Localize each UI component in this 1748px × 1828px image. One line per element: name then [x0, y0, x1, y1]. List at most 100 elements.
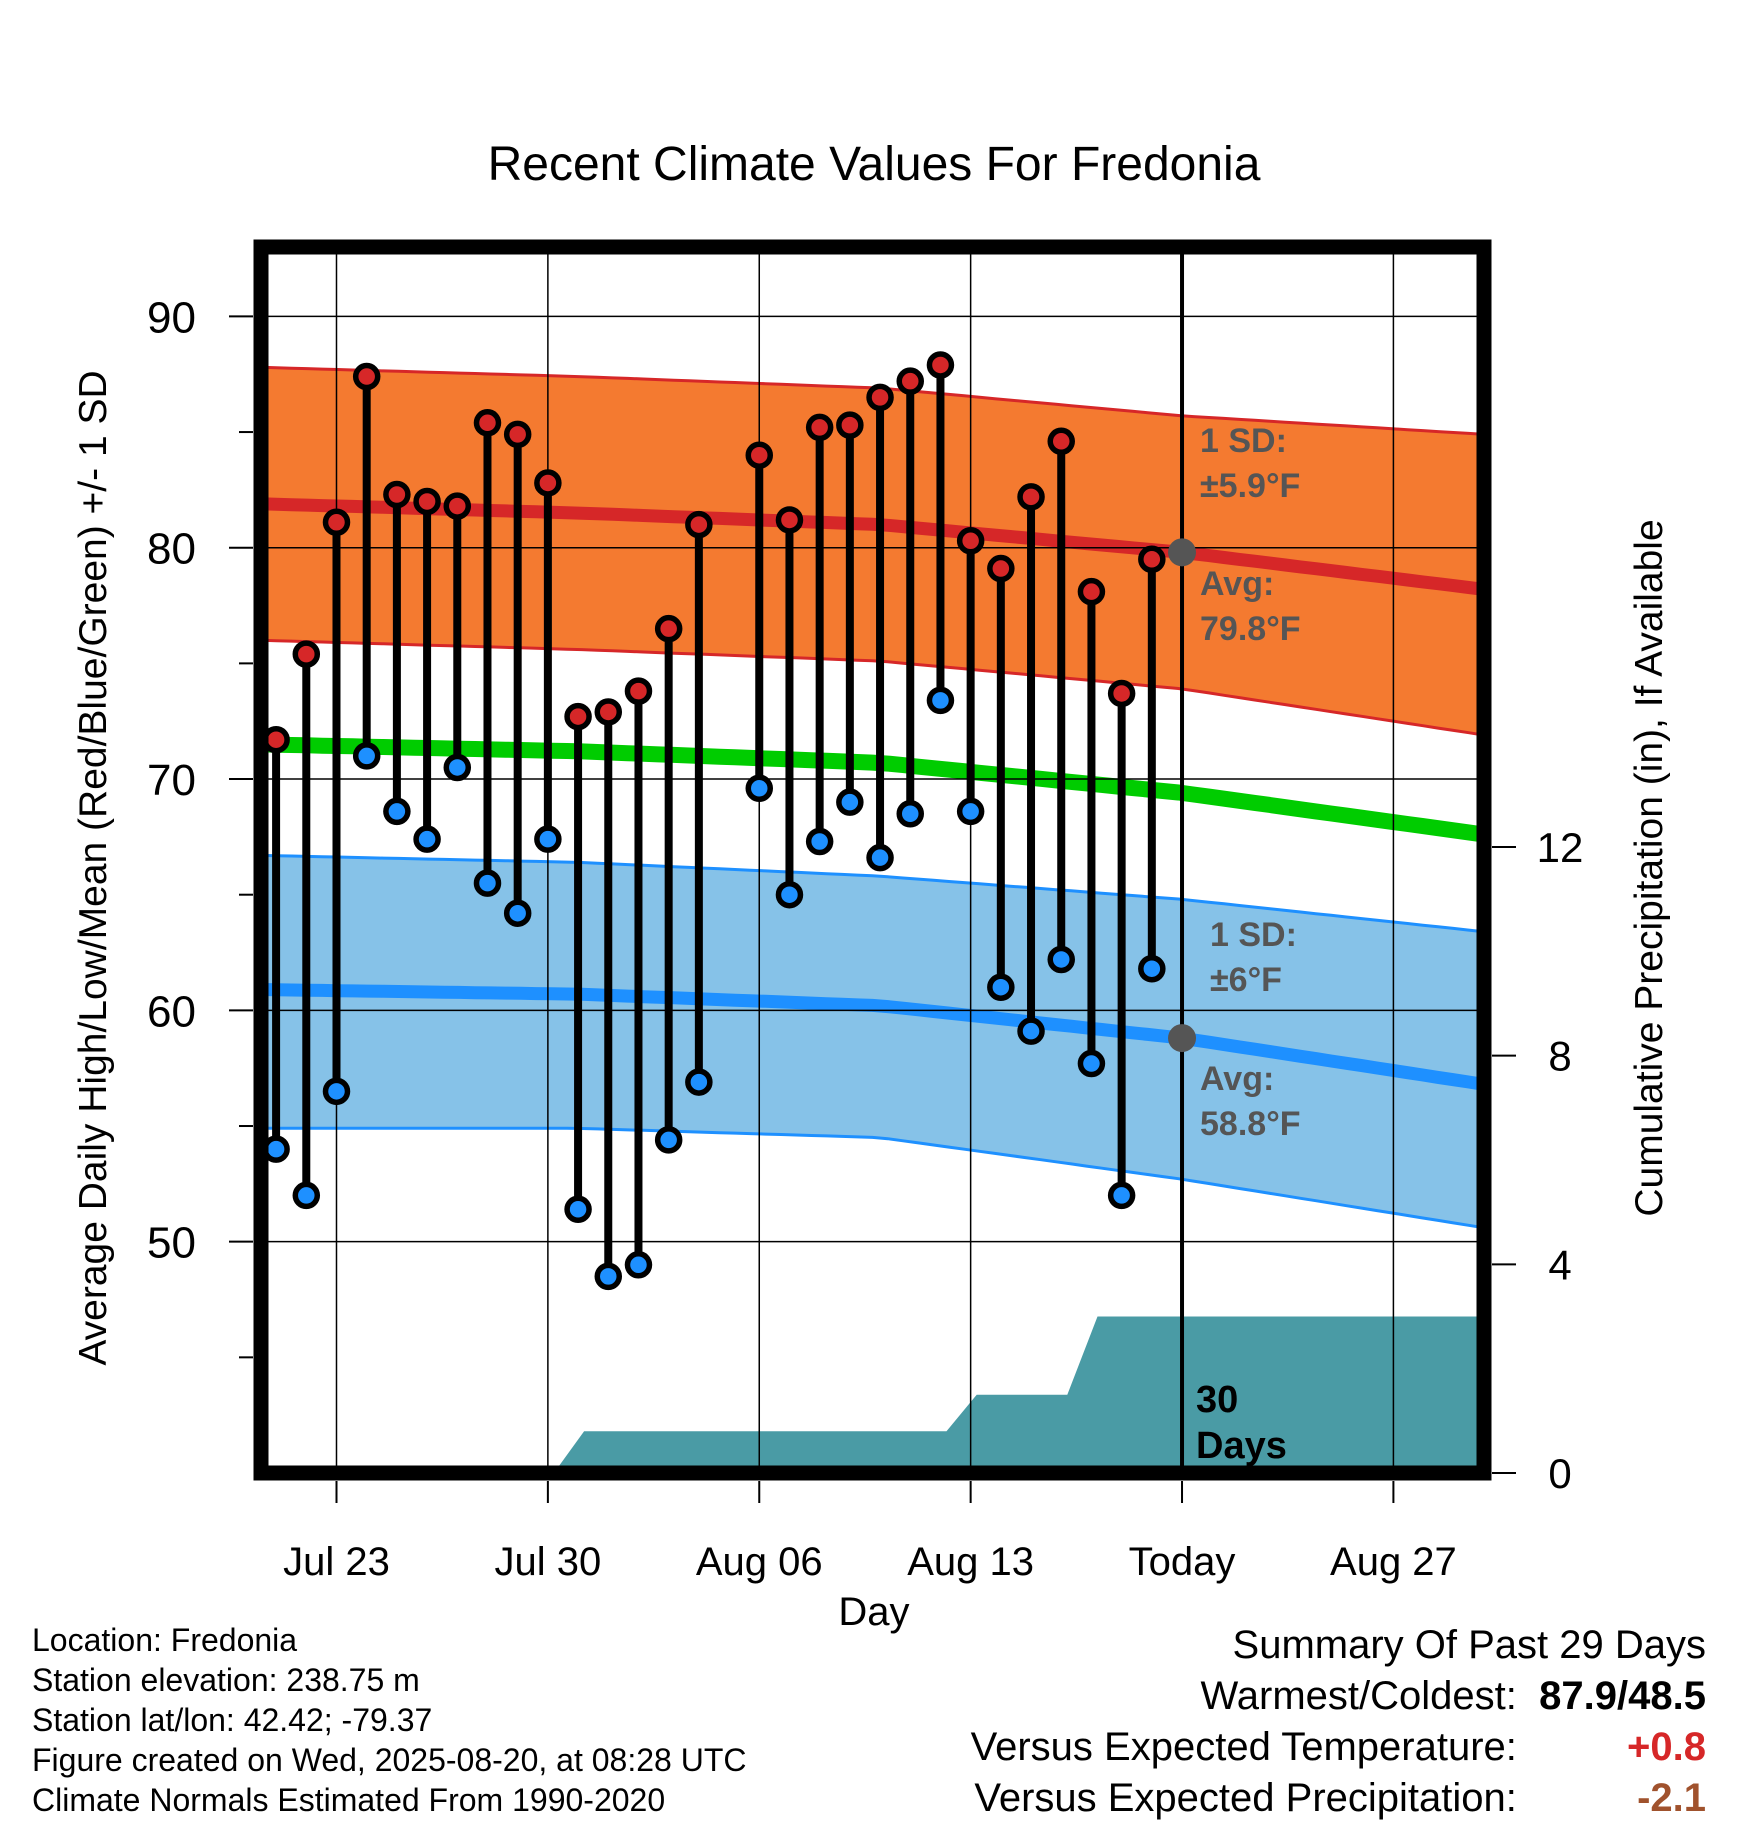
- daily-high-point: [352, 362, 381, 391]
- daily-high-point: [654, 614, 683, 643]
- y-axis-label-right: Cumulative Precipitation (in), If Availa…: [1628, 519, 1671, 1216]
- location-text: Location: Fredonia: [32, 1622, 298, 1658]
- daily-low-point: [1017, 1017, 1045, 1045]
- daily-low-point: [805, 827, 834, 856]
- daily-high-point: [1047, 427, 1075, 456]
- y2-tick-label: 8: [1548, 1033, 1571, 1080]
- daily-high-point: [443, 492, 472, 520]
- daily-low-point: [624, 1251, 653, 1279]
- y-tick-label: 80: [147, 525, 196, 574]
- summary-panel: Summary Of Past 29 Days Warmest/Coldest:…: [971, 1620, 1706, 1824]
- high-avg-label: Avg:: [1200, 565, 1274, 603]
- chart-title: Recent Climate Values For Fredonia: [488, 138, 1261, 191]
- low-avg-label: Avg:: [1200, 1060, 1274, 1098]
- daily-low-point: [564, 1195, 592, 1224]
- daily-high-point: [534, 469, 562, 497]
- low-normal-line: [261, 983, 1484, 1091]
- low-avg-marker: [1168, 1024, 1197, 1053]
- elevation-text: Station elevation: 238.75 m: [32, 1662, 420, 1698]
- daily-low-point: [473, 869, 502, 897]
- daily-high-point: [322, 508, 351, 537]
- daily-low-point: [745, 774, 774, 803]
- low-sd-band: [261, 855, 1484, 1228]
- low-avg-value: 58.8°F: [1200, 1105, 1301, 1143]
- plot-area: 1 SD: ±5.9°F Avg: 79.8°F 1 SD: ±6°F Avg: 58.8°F…: [147, 239, 1584, 1584]
- daily-low-point: [775, 880, 804, 909]
- daily-high-point: [503, 420, 532, 449]
- latlon-text: Station lat/lon: 42.42; -79.37: [32, 1702, 433, 1738]
- daily-low-point: [443, 753, 472, 782]
- x-tick-label: Jul 23: [283, 1540, 390, 1584]
- high-sd-band-lower-edge: [261, 638, 1484, 737]
- x-tick-label: Today: [1129, 1540, 1236, 1584]
- low-sd-band-lower-edge: [261, 1126, 1484, 1230]
- temp-label: Versus Expected Temperature:: [970, 1725, 1517, 1769]
- precip-label: Versus Expected Precipitation:: [974, 1776, 1517, 1820]
- x-tick-label: Aug 13: [907, 1540, 1034, 1584]
- normals-text: Climate Normals Estimated From 1990-2020: [32, 1782, 666, 1818]
- daily-high-point: [775, 506, 804, 534]
- days-window-label: Days: [1196, 1425, 1287, 1467]
- daily-low-point: [383, 797, 411, 826]
- daily-high-point: [1107, 679, 1136, 708]
- daily-high-point: [987, 554, 1015, 583]
- daily-low-point: [926, 686, 955, 715]
- station-info: Location: Fredonia Station elevation: 23…: [32, 1620, 746, 1820]
- daily-high-point: [292, 640, 321, 668]
- y-tick-label: 60: [147, 987, 196, 1036]
- y2-tick-label: 12: [1537, 824, 1584, 871]
- daily-low-point: [896, 799, 924, 828]
- daily-low-point: [322, 1077, 351, 1106]
- high-avg-marker: [1168, 538, 1197, 567]
- daily-high-point: [896, 367, 924, 395]
- x-tick-label: Aug 06: [696, 1540, 823, 1584]
- precip-row: Versus Expected Precipitation: -2.1: [971, 1773, 1706, 1824]
- high-sd-label: 1 SD:: [1200, 422, 1287, 460]
- y-tick-label: 70: [147, 756, 196, 805]
- created-text: Figure created on Wed, 2025-08-20, at 08…: [32, 1742, 747, 1778]
- daily-low-point: [352, 742, 381, 770]
- daily-low-point: [1107, 1181, 1136, 1210]
- daily-high-point: [866, 383, 894, 412]
- plot-frame: [253, 239, 1492, 1481]
- x-tick-label: Aug 27: [1330, 1540, 1457, 1584]
- summary-title: Summary Of Past 29 Days: [1232, 1623, 1706, 1667]
- daily-high-point: [956, 527, 985, 555]
- high-avg-value: 79.8°F: [1200, 610, 1301, 648]
- high-sd-value: ±5.9°F: [1200, 467, 1300, 505]
- daily-low-point: [836, 788, 864, 816]
- daily-high-point: [836, 411, 864, 439]
- daily-high-point: [1017, 483, 1045, 511]
- precip-value: -2.1: [1637, 1776, 1706, 1820]
- daily-low-point: [1047, 945, 1075, 974]
- daily-low-point: [956, 797, 985, 826]
- daily-low-point: [292, 1181, 321, 1210]
- y-axis-label-left: Average Daily High/Low/Mean (Red/Blue/Gr…: [72, 370, 115, 1365]
- low-sd-value: ±6°F: [1210, 961, 1282, 999]
- x-tick-label: Jul 30: [495, 1540, 602, 1584]
- plot-inner: [261, 365, 1484, 1473]
- daily-high-point: [624, 677, 653, 705]
- daily-low-point: [685, 1068, 713, 1096]
- low-sd-band-upper-edge: [261, 853, 1484, 934]
- daily-low-point: [1077, 1049, 1106, 1078]
- daily-high-point: [473, 409, 502, 437]
- daily-low-point: [1138, 954, 1166, 983]
- mean-normal-line: [261, 736, 1484, 843]
- daily-high-point: [1138, 545, 1166, 574]
- daily-low-point: [413, 825, 441, 853]
- precip-area: [261, 1316, 1484, 1473]
- y-tick-label: 50: [147, 1219, 196, 1268]
- y2-tick-label: 4: [1548, 1241, 1571, 1288]
- daily-low-point: [987, 973, 1015, 1001]
- daily-low-point: [654, 1126, 683, 1154]
- daily-high-point: [594, 698, 623, 726]
- warm-cold-value: 87.9/48.5: [1539, 1674, 1706, 1718]
- daily-high-point: [413, 487, 441, 516]
- daily-high-point: [1077, 577, 1106, 606]
- daily-low-point: [503, 899, 532, 927]
- daily-high-point: [745, 441, 774, 469]
- y-tick-label: 90: [147, 293, 196, 342]
- daily-high-point: [383, 480, 411, 509]
